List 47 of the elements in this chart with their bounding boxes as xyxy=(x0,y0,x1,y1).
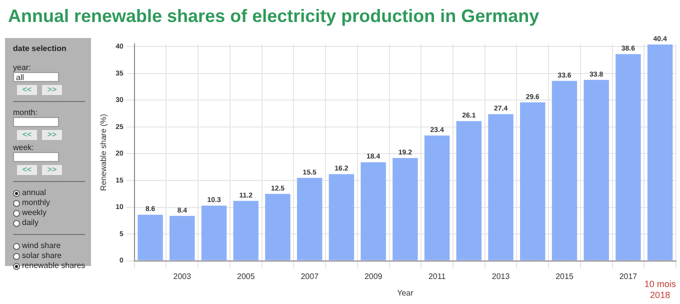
text: >> xyxy=(42,85,62,95)
bar xyxy=(647,44,673,260)
bar xyxy=(360,162,386,260)
bar xyxy=(488,114,514,260)
x-tick-label: 2005 xyxy=(236,272,256,281)
y-axis-title: Renewable share (%) xyxy=(99,114,108,191)
bar xyxy=(616,54,641,260)
chart-title: Annual renewable shares of electricity production in Germany xyxy=(8,6,540,27)
x-tick-label: 2017 xyxy=(619,272,638,281)
bar xyxy=(297,178,322,260)
text: annual xyxy=(22,188,46,198)
bar xyxy=(456,121,482,260)
text: month: xyxy=(13,108,38,117)
text: << xyxy=(17,130,37,140)
text: << xyxy=(17,85,37,95)
bar xyxy=(520,102,546,260)
text: weekly xyxy=(22,208,46,218)
text: >> xyxy=(42,165,62,175)
x-tick-label: 2007 xyxy=(300,272,320,281)
x-tick-label: 2015 xyxy=(556,272,574,281)
text: year: xyxy=(13,63,32,72)
text: monthly xyxy=(22,198,50,208)
x-tick-label: 2003 xyxy=(173,272,192,281)
bar xyxy=(552,80,578,260)
text: all xyxy=(13,72,59,82)
x-tick-label: 2011 xyxy=(428,272,446,281)
text: daily xyxy=(22,218,38,228)
x-tick-label: 2013 xyxy=(492,272,510,281)
bar xyxy=(328,174,354,260)
text: date selection xyxy=(13,44,68,53)
bar xyxy=(138,214,163,260)
x-tick-label: 2009 xyxy=(364,272,383,281)
x-axis-title: Year xyxy=(397,288,414,298)
bar xyxy=(233,200,259,260)
bar xyxy=(424,136,450,260)
text: solar share xyxy=(22,251,62,261)
text: renewable shares xyxy=(22,261,86,271)
text: 10 mois 2018 xyxy=(644,278,676,300)
bar xyxy=(265,194,290,260)
bar xyxy=(201,206,227,260)
bar xyxy=(170,216,195,260)
bar xyxy=(584,80,609,260)
text: wind share xyxy=(22,241,61,251)
text: << xyxy=(17,165,37,175)
text: >> xyxy=(42,130,62,140)
bar xyxy=(392,158,418,260)
text: week: xyxy=(13,143,35,152)
